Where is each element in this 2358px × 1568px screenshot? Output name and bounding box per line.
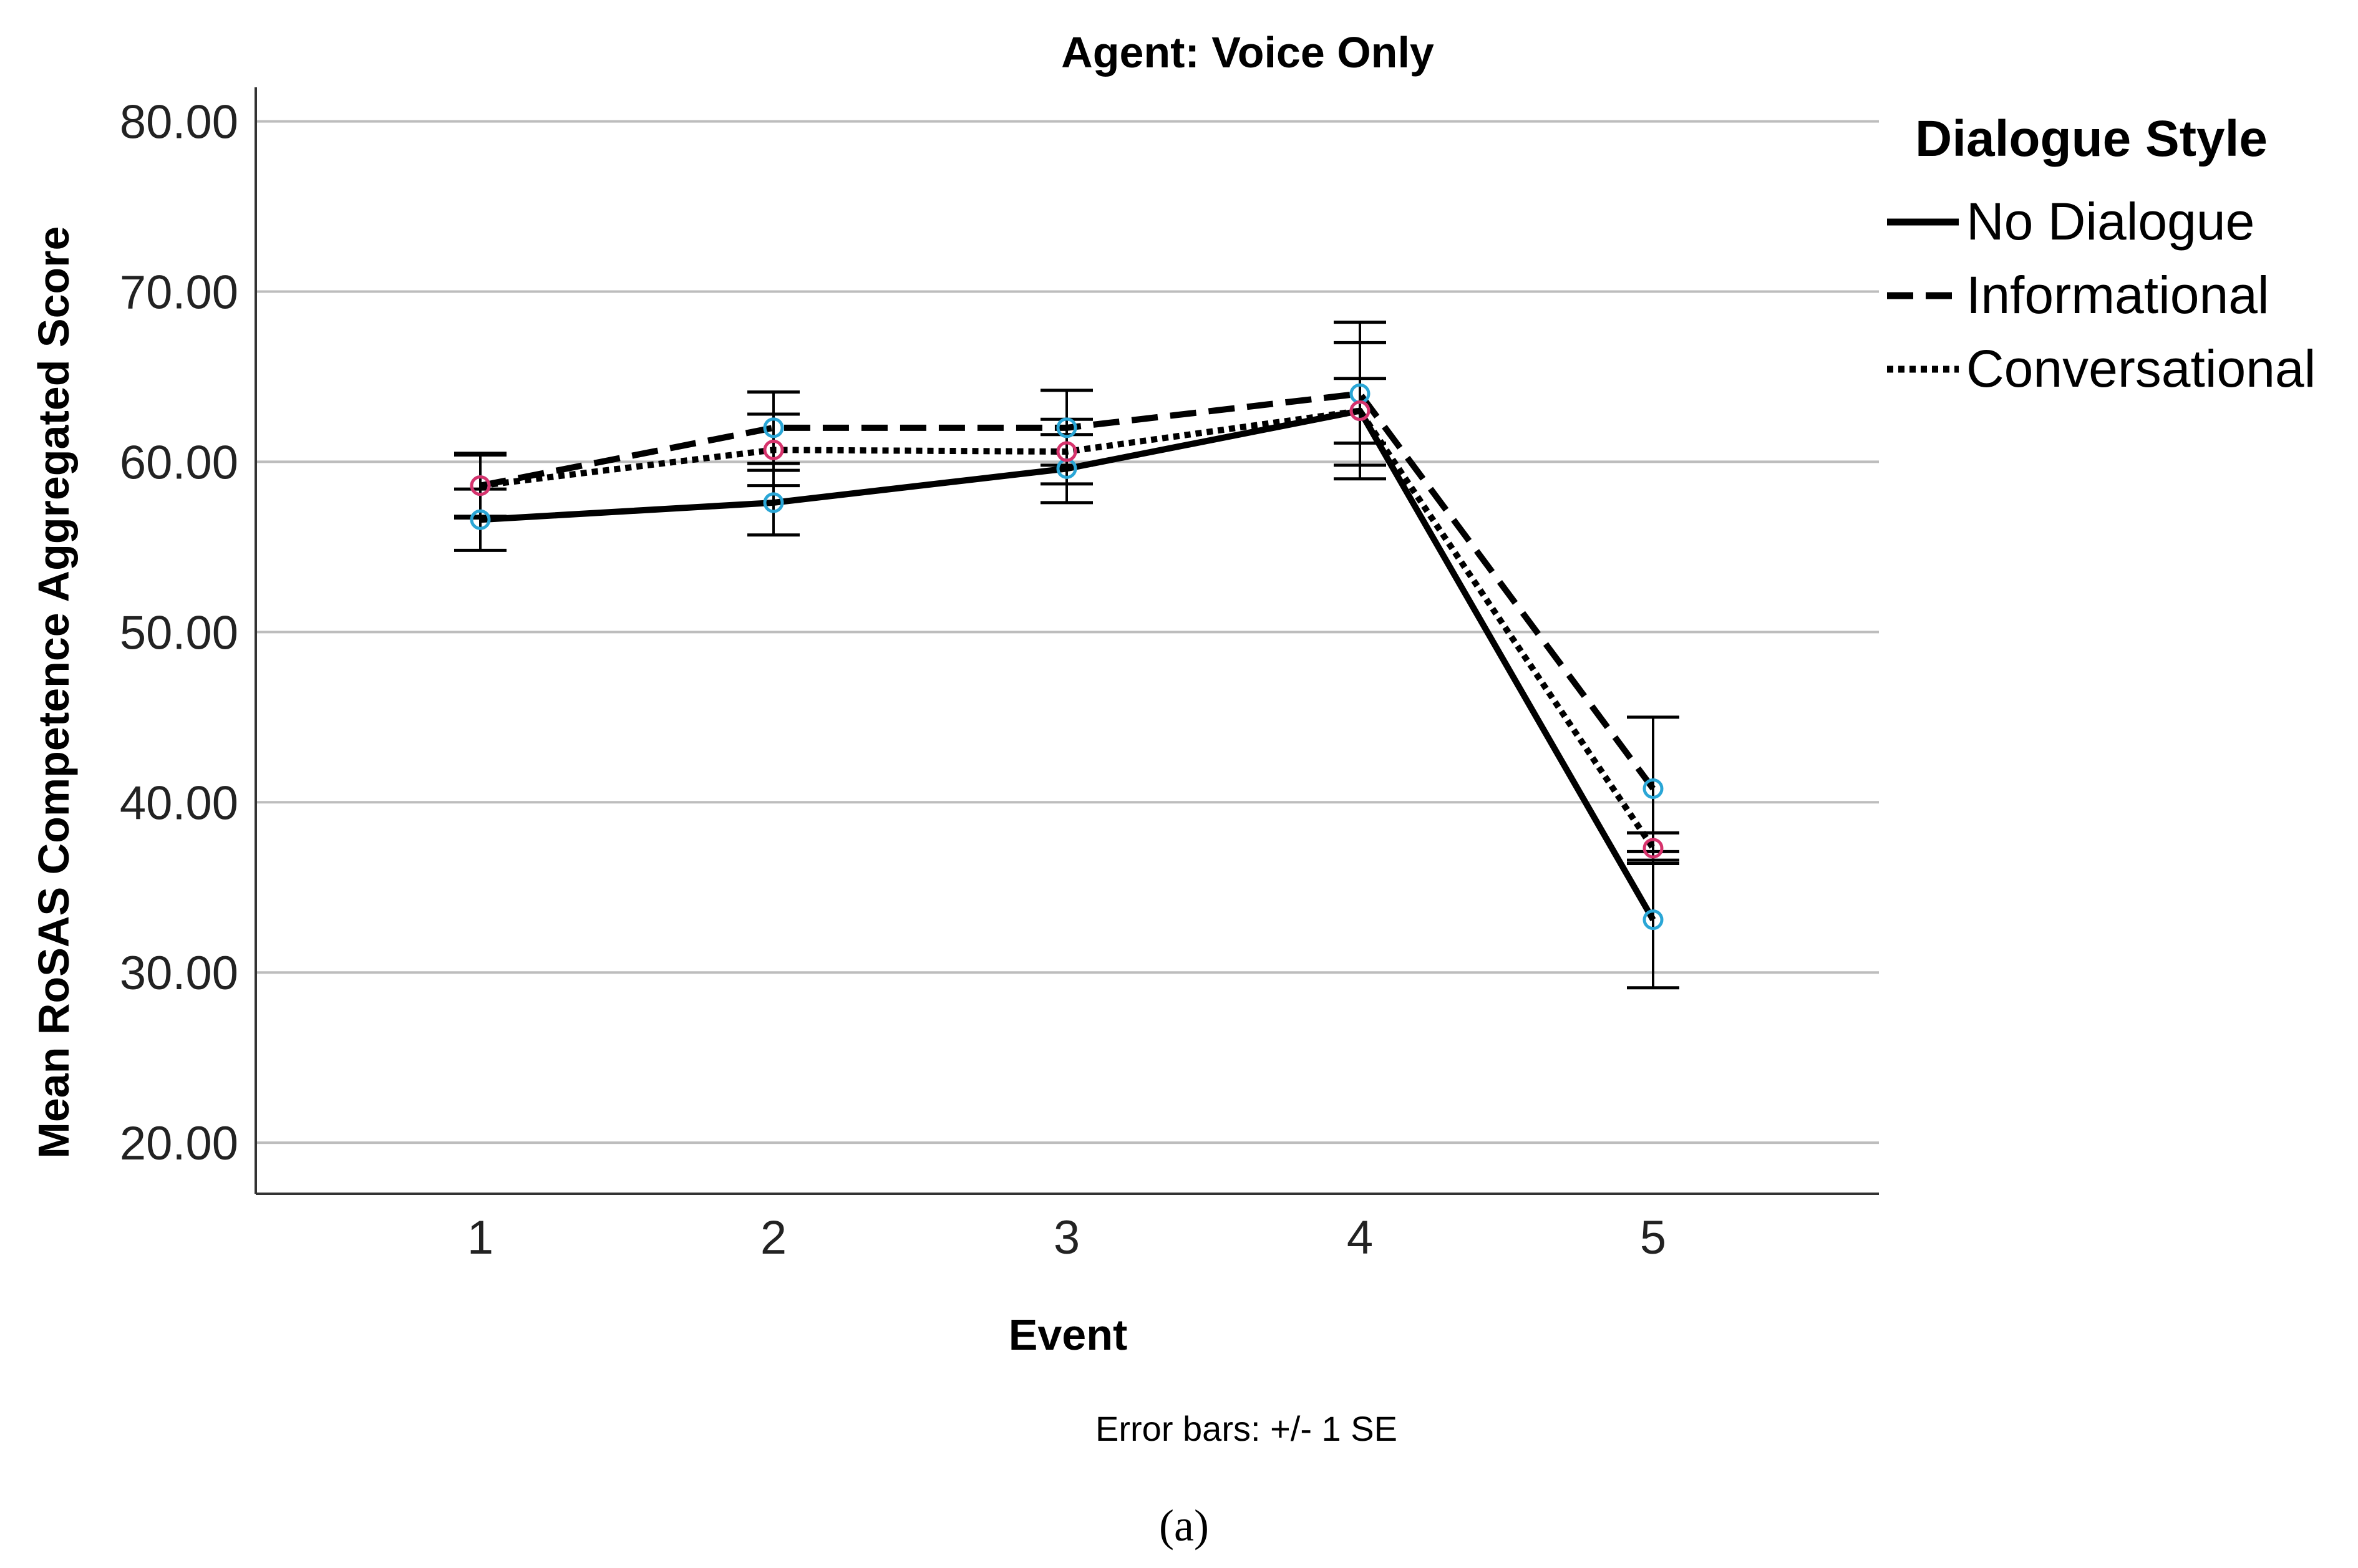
legend-title: Dialogue Style: [1915, 110, 2268, 167]
x-tick-label: 3: [1054, 1211, 1080, 1264]
gridlines: [256, 120, 1879, 1145]
error-bars: [454, 321, 1679, 990]
legend-label: Informational: [1966, 266, 2269, 324]
legend-label: No Dialogue: [1966, 192, 2254, 251]
x-tick-label: 5: [1640, 1211, 1666, 1264]
data-point: [1642, 838, 1664, 859]
x-tick-label: 4: [1347, 1211, 1373, 1264]
y-tick-label: 50.00: [120, 606, 238, 659]
y-tick-label: 60.00: [120, 436, 238, 489]
series-line-conversational: [480, 407, 1656, 850]
data-point: [1056, 441, 1077, 462]
y-axis-title: Mean RoSAS Competence Aggregated Score: [29, 226, 78, 1159]
chart-title: Agent: Voice Only: [1061, 28, 1434, 77]
x-tick-label: 2: [760, 1211, 787, 1264]
data-point: [1056, 417, 1077, 438]
error-bar-note: Error bars: +/- 1 SE: [1095, 1409, 1397, 1448]
data-point: [763, 439, 784, 460]
x-axis-title: Event: [1009, 1310, 1128, 1359]
series-line-informational: [480, 390, 1656, 791]
y-tick-label: 40.00: [120, 777, 238, 830]
y-tick-label: 80.00: [120, 96, 238, 149]
data-point: [470, 509, 491, 530]
series-lines: [480, 390, 1656, 922]
data-point: [1642, 778, 1664, 799]
legend-items: No Dialogue Informational Conversational: [1887, 192, 2316, 398]
axes: [255, 87, 1879, 1195]
data-point: [1349, 400, 1371, 422]
legend-label: Conversational: [1966, 339, 2316, 398]
data-markers: [470, 383, 1664, 931]
y-tick-label: 70.00: [120, 266, 238, 319]
figure-caption: (a): [1159, 1501, 1209, 1551]
data-point: [763, 417, 784, 438]
series-line-no-dialogue: [480, 407, 1656, 922]
x-tick-label: 1: [467, 1211, 493, 1264]
legend: Dialogue Style No Dialogue Informational C…: [1887, 110, 2316, 398]
data-point: [1642, 909, 1664, 931]
x-tick-labels: 1 2 3 4 5: [467, 1211, 1666, 1264]
data-point: [470, 475, 491, 496]
y-tick-label: 20.00: [120, 1117, 238, 1170]
y-tick-labels: 20.00 30.00 40.00 50.00 60.00 70.00 80.00: [120, 96, 238, 1171]
data-point: [763, 492, 784, 513]
y-tick-label: 30.00: [120, 947, 238, 1000]
